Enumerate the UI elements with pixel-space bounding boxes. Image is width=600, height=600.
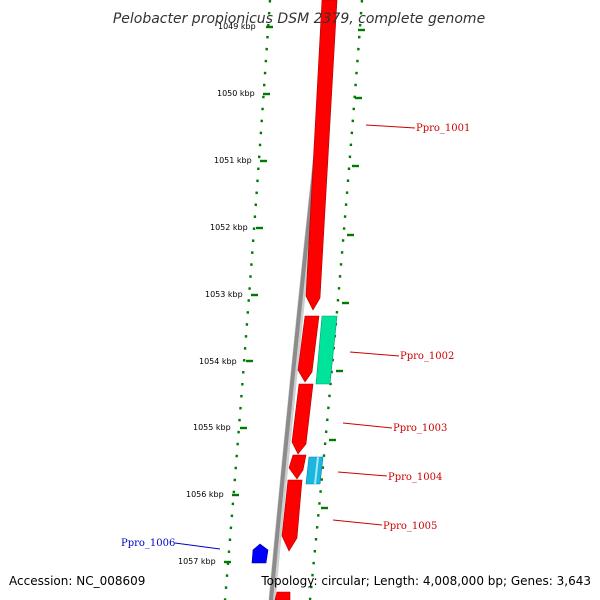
leader-ppro-1002 [349, 351, 400, 357]
tick-label-1053: 1053 kbp [205, 290, 243, 299]
genome-summary-text: Topology: circular; Length: 4,008,000 bp… [261, 574, 591, 588]
major-ticks [224, 25, 365, 564]
tick-label-1050: 1050 kbp [217, 89, 255, 98]
tick-label-1056: 1056 kbp [186, 490, 224, 499]
tick-track-inner [223, 0, 272, 600]
gene-label-ppro-1001[interactable]: Ppro_1001 [416, 123, 470, 134]
gene-ppro-1004-rna-stripe [314, 456, 319, 485]
forward-features [274, 0, 338, 600]
tick-label-1049: 1049 kbp [218, 22, 256, 31]
gene-label-ppro-1006[interactable]: Ppro_1006 [121, 538, 175, 549]
gene-label-ppro-1004[interactable]: Ppro_1004 [388, 472, 442, 483]
leader-ppro-1003 [342, 422, 393, 429]
gene-ppro-1006-arrow[interactable] [251, 543, 269, 564]
leader-ppro-1004 [337, 471, 388, 477]
tick-label-1055: 1055 kbp [193, 423, 231, 432]
tick-track-inner-line [223, 0, 272, 600]
gene-ppro-1002-arrow[interactable] [297, 315, 320, 383]
gene-ppro-1003-arrow[interactable] [291, 383, 314, 455]
leader-ppro-1006 [174, 542, 221, 550]
gene-ppro-1004-arrow[interactable] [288, 454, 307, 480]
gene-ppro-1001-arrow[interactable] [305, 0, 338, 311]
tick-labels: 1049 kbp 1050 kbp 1051 kbp 1052 kbp 1053… [178, 22, 256, 566]
rna-features [305, 315, 338, 485]
tick-track-outer [308, 0, 364, 600]
gene-label-ppro-1005[interactable]: Ppro_1005 [383, 521, 437, 532]
gene-ppro-1005-arrow[interactable] [281, 479, 303, 552]
leader-lines [174, 124, 416, 550]
tick-label-1051: 1051 kbp [214, 156, 252, 165]
leader-ppro-1005 [332, 519, 383, 526]
accession-text: Accession: NC_008609 [9, 574, 146, 588]
gene-label-ppro-1003[interactable]: Ppro_1003 [393, 423, 447, 434]
gene-labels: Ppro_1001 Ppro_1002 Ppro_1003 Ppro_1004 … [121, 123, 470, 549]
leader-ppro-1001 [365, 124, 416, 129]
tick-label-1057: 1057 kbp [178, 557, 216, 566]
tick-track-outer-line [308, 0, 364, 600]
tick-label-1054: 1054 kbp [199, 357, 237, 366]
map-title: Pelobacter propionicus DSM 2379, complet… [113, 11, 485, 27]
gene-next-arrow[interactable] [274, 591, 291, 600]
reverse-features [251, 543, 269, 564]
gene-ppro-1002-rna[interactable] [315, 315, 338, 385]
gene-label-ppro-1002[interactable]: Ppro_1002 [400, 351, 454, 362]
gene-ppro-1004-rna[interactable] [305, 456, 324, 485]
tick-label-1052: 1052 kbp [210, 223, 248, 232]
